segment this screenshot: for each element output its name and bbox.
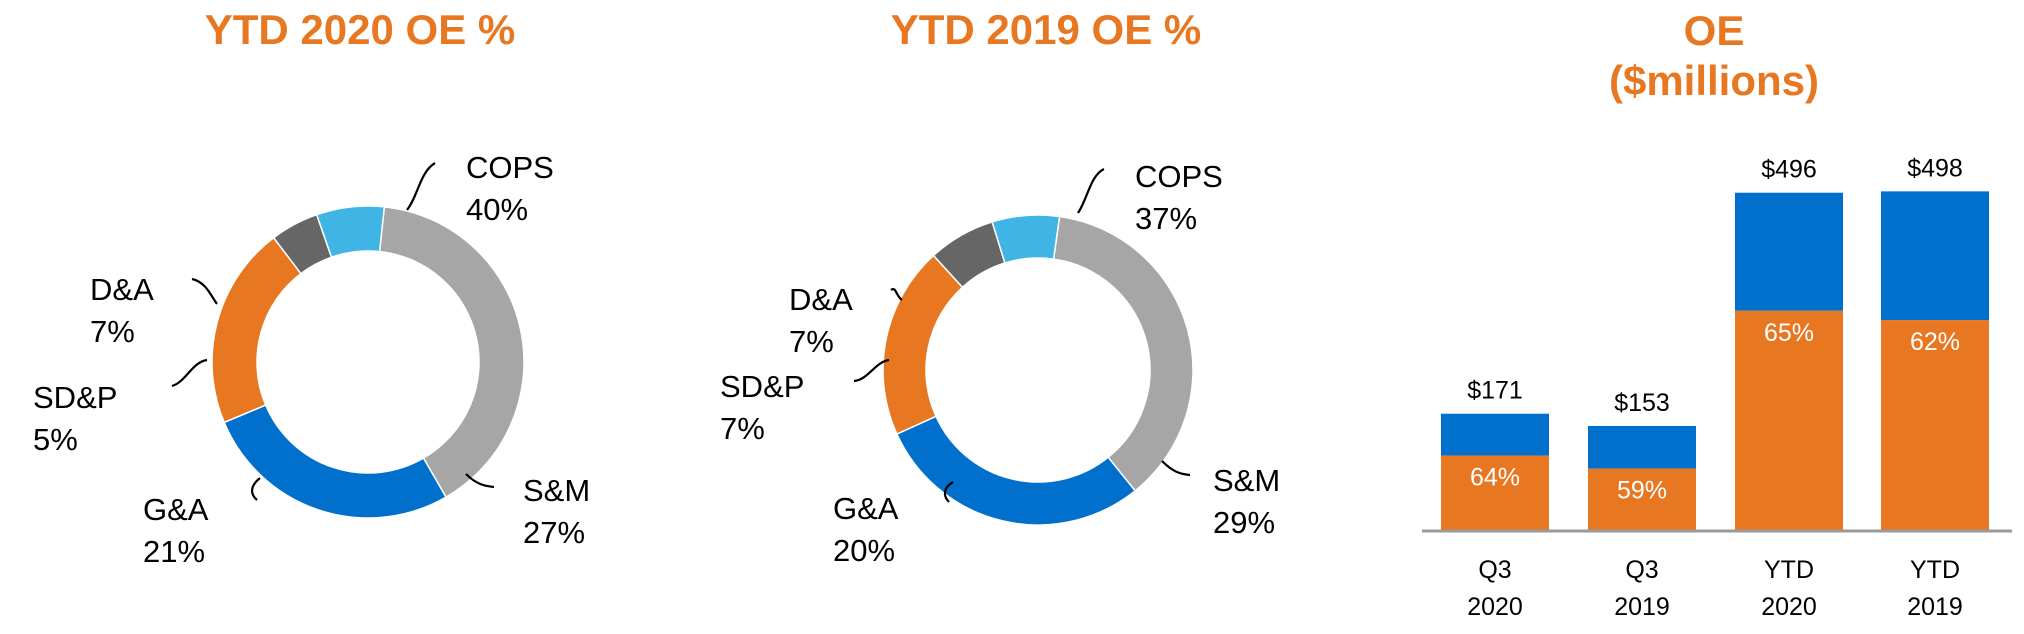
slice-label-sm: S&M [523, 473, 590, 508]
slice-label-sdp: SD&P [720, 369, 804, 404]
slice-value-cops: 37% [1135, 201, 1197, 236]
bar-total-label-1: $153 [1614, 389, 1670, 417]
donut-slice-ga [211, 236, 302, 424]
leader-line-da [890, 288, 903, 301]
slice-label-ga: G&A [833, 491, 899, 526]
donut-slice-cops [378, 206, 525, 499]
slice-label-cops: COPS [1135, 159, 1223, 194]
donut-chart-ytd-2019: COPS 37% S&M 29% G&A 20% SD&P 7% D&A 7% [720, 159, 1280, 568]
bar-segment-orange-3 [1881, 320, 1989, 530]
leader-line-sdp [171, 358, 208, 388]
slice-label-cops: COPS [466, 150, 554, 185]
bar-share-label-3: 62% [1910, 328, 1960, 356]
bar-share-label-0: 64% [1470, 464, 1520, 492]
leader-line-ga [251, 477, 261, 501]
slice-value-cops: 40% [466, 192, 528, 227]
slice-value-sm: 29% [1213, 505, 1275, 540]
slice-value-da: 7% [90, 314, 135, 349]
bar-total-label-0: $171 [1467, 377, 1523, 405]
leader-line-ga [943, 481, 954, 503]
bar-category-line2-0: 2020 [1467, 593, 1523, 621]
chart-title-ytd-2020: YTD 2020 OE % [204, 6, 516, 53]
donut-slice-ga [882, 254, 964, 436]
bar-category-line2-2: 2020 [1761, 593, 1817, 621]
bar-segment-orange-2 [1735, 310, 1843, 530]
slice-value-sdp: 5% [33, 422, 78, 457]
slice-value-da: 7% [789, 324, 834, 359]
slice-label-sm: S&M [1213, 463, 1280, 498]
chart-title-ytd-2019: YTD 2019 OE % [890, 6, 1202, 53]
leader-line-cops [1077, 168, 1105, 214]
bar-total-label-2: $496 [1761, 156, 1817, 184]
bar-segment-blue-0 [1441, 413, 1549, 456]
bar-share-label-2: 65% [1764, 319, 1814, 347]
donut-chart-ytd-2020: COPS 40% S&M 27% G&A 21% SD&P 5% D&A 7% [33, 150, 590, 569]
bar-segment-blue-2 [1735, 192, 1843, 311]
slice-label-ga: G&A [143, 492, 209, 527]
chart-title-oe: OE ($millions) [1514, 6, 1914, 106]
donut-slice-cops [1052, 215, 1194, 492]
leader-line-sm [1161, 460, 1191, 477]
leader-line-sm [465, 473, 495, 489]
bar-category-line1-2: YTD [1764, 556, 1814, 584]
donut-slice-da [315, 205, 386, 259]
donut-slice-da [991, 214, 1061, 264]
bar-segment-blue-3 [1881, 191, 1989, 321]
bar-segment-orange-0 [1441, 455, 1549, 530]
slice-value-ga: 21% [143, 534, 205, 569]
leader-line-cops [406, 162, 436, 211]
leader-line-da [191, 277, 218, 305]
leader-line-sdp [853, 358, 890, 383]
bar-category-line1-1: Q3 [1625, 556, 1658, 584]
slice-label-da: D&A [90, 272, 154, 307]
bar-segment-orange-1 [1588, 468, 1696, 530]
chart-title-oe-line1: OE [1683, 7, 1745, 54]
slice-value-ga: 20% [833, 533, 895, 568]
bar-chart-oe: $171 64% Q3 2020 $153 59% Q3 2019 $496 65% YTD 2020… [1422, 154, 2012, 621]
chart-title-oe-line2: ($millions) [1608, 57, 1820, 104]
bar-segment-blue-1 [1588, 425, 1696, 469]
slice-label-da: D&A [789, 282, 853, 317]
donut-slice-sm [895, 415, 1137, 526]
bar-share-label-1: 59% [1617, 477, 1667, 505]
bar-category-line2-3: 2019 [1907, 593, 1963, 621]
bar-category-line2-1: 2019 [1614, 593, 1670, 621]
donut-slice-sm [223, 404, 448, 519]
slice-value-sm: 27% [523, 515, 585, 550]
bar-category-line1-0: Q3 [1478, 556, 1511, 584]
bar-total-label-3: $498 [1907, 154, 1963, 182]
slice-label-sdp: SD&P [33, 380, 117, 415]
slice-value-sdp: 7% [720, 411, 765, 446]
bar-category-line1-3: YTD [1910, 556, 1960, 584]
